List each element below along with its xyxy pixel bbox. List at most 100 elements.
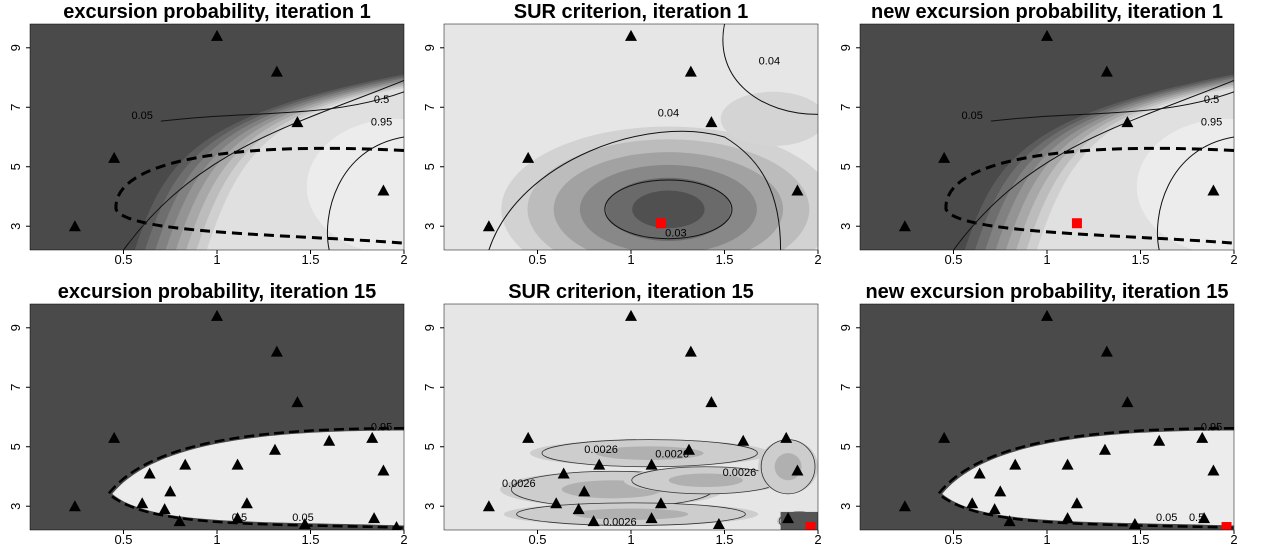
plot-area: 0.05 0.5 0.95 <box>860 24 1234 250</box>
plot-area: 0.05 0.5 0.95 <box>30 24 404 250</box>
design-point-marker <box>270 345 283 357</box>
x-tick-label: 1.5 <box>1131 252 1149 267</box>
design-point-marker <box>1100 65 1113 77</box>
design-point-marker <box>377 464 390 476</box>
design-point-marker <box>780 431 793 443</box>
plot-area: 0.0026 0.0026 0.0026 0.0026 0.0026 <box>444 304 818 530</box>
design-point-marker <box>625 29 637 41</box>
design-point-marker <box>705 116 718 128</box>
panel-title: SUR criterion, iteration 15 <box>508 281 754 303</box>
design-point-marker <box>684 345 697 357</box>
y-tick-label: 3 <box>8 223 23 230</box>
design-point-marker <box>1207 464 1220 476</box>
design-point-marker <box>587 515 600 527</box>
panel-title: excursion probability, iteration 1 <box>63 1 370 23</box>
plot-area: 0.04 0.04 0.03 <box>444 24 818 250</box>
contour-label: 0.05 <box>1156 512 1177 524</box>
y-tick-label: 5 <box>838 163 853 170</box>
y-tick-label: 7 <box>422 384 437 391</box>
design-point-marker <box>654 497 667 509</box>
y-tick-label: 3 <box>8 503 23 510</box>
contour-label: 0.0026 <box>502 478 536 490</box>
design-point-marker <box>482 500 495 512</box>
panel-title: new excursion probability, iteration 1 <box>871 1 1223 23</box>
contour-label: 0.0026 <box>603 516 637 528</box>
x-tick-label: 1 <box>627 252 634 267</box>
contour-label: 0.04 <box>658 108 679 120</box>
design-point-marker <box>1041 309 1053 321</box>
design-point-marker <box>1128 518 1141 530</box>
design-point-marker <box>268 443 281 455</box>
design-point-marker <box>366 431 379 443</box>
y-tick-label: 9 <box>422 44 437 51</box>
y-tick-label: 9 <box>422 324 437 331</box>
y-tick-label: 5 <box>838 443 853 450</box>
design-point-marker <box>1003 515 1016 527</box>
contour-label: 0.95 <box>371 422 392 434</box>
contour-label: 0.5 <box>1204 94 1219 106</box>
design-point-marker <box>1100 345 1113 357</box>
y-tick-label: 7 <box>838 384 853 391</box>
y-tick-label: 3 <box>422 503 437 510</box>
design-point-marker <box>1009 458 1022 470</box>
design-point-marker <box>966 497 979 509</box>
contour-label: 0.04 <box>759 56 780 68</box>
design-point-marker <box>179 458 192 470</box>
y-tick-label: 5 <box>8 443 23 450</box>
design-point-marker <box>482 220 495 232</box>
x-tick-label: 0.5 <box>944 532 962 546</box>
contour-label: 0.0026 <box>655 449 689 461</box>
design-point-marker <box>550 497 563 509</box>
design-point-marker <box>645 458 658 470</box>
design-point-marker <box>377 184 390 196</box>
contour-label: 0.95 <box>371 117 392 129</box>
y-tick-label: 7 <box>838 104 853 111</box>
x-tick-label: 2 <box>1230 532 1237 546</box>
y-tick-label: 3 <box>838 223 853 230</box>
design-point-marker <box>645 512 658 524</box>
y-tick-label: 5 <box>422 443 437 450</box>
design-point-marker <box>737 434 750 446</box>
design-point-marker <box>898 220 911 232</box>
chart-panel-5: 0.0026 0.0026 0.0026 0.0026 0.0026 SUR criter… <box>422 281 822 546</box>
design-point-marker <box>1153 434 1166 446</box>
x-tick-label: 0.5 <box>944 252 962 267</box>
contour-label: 0.0026 <box>584 444 618 456</box>
x-tick-label: 2 <box>1230 252 1237 267</box>
x-tick-label: 1 <box>1043 532 1050 546</box>
y-tick-label: 5 <box>422 163 437 170</box>
new-point-marker <box>1071 218 1082 229</box>
design-point-marker <box>938 431 951 443</box>
design-point-marker <box>1196 431 1209 443</box>
design-point-marker <box>684 65 697 77</box>
y-tick-label: 3 <box>838 503 853 510</box>
chart-panel-6: 0.95 0.05 0.5 new excursion probability, it… <box>838 281 1238 546</box>
plot-area: 0.950.50.05 <box>30 304 404 530</box>
design-point-marker <box>973 467 986 479</box>
design-point-marker <box>164 485 177 497</box>
design-point-marker <box>1061 512 1074 524</box>
contour-label: 0.05 <box>131 110 152 122</box>
design-point-marker <box>368 512 381 524</box>
design-point-marker <box>291 116 304 128</box>
new-point-marker <box>1221 522 1232 530</box>
design-point-marker <box>231 512 244 524</box>
x-tick-label: 2 <box>814 252 821 267</box>
x-tick-label: 1 <box>213 252 220 267</box>
panel-title: SUR criterion, iteration 1 <box>514 1 749 23</box>
design-point-marker <box>158 503 171 515</box>
design-point-marker <box>557 467 570 479</box>
design-point-marker <box>270 65 283 77</box>
y-tick-label: 9 <box>838 44 853 51</box>
y-tick-label: 7 <box>8 384 23 391</box>
y-tick-label: 9 <box>8 44 23 51</box>
design-point-marker <box>791 184 804 196</box>
design-point-marker <box>1098 443 1111 455</box>
design-point-marker <box>682 443 695 455</box>
contour-label: 0.95 <box>1201 117 1222 129</box>
design-point-marker <box>988 503 1001 515</box>
design-point-marker <box>522 151 535 163</box>
panel-title: excursion probability, iteration 15 <box>58 281 377 303</box>
x-tick-label: 1 <box>627 532 634 546</box>
